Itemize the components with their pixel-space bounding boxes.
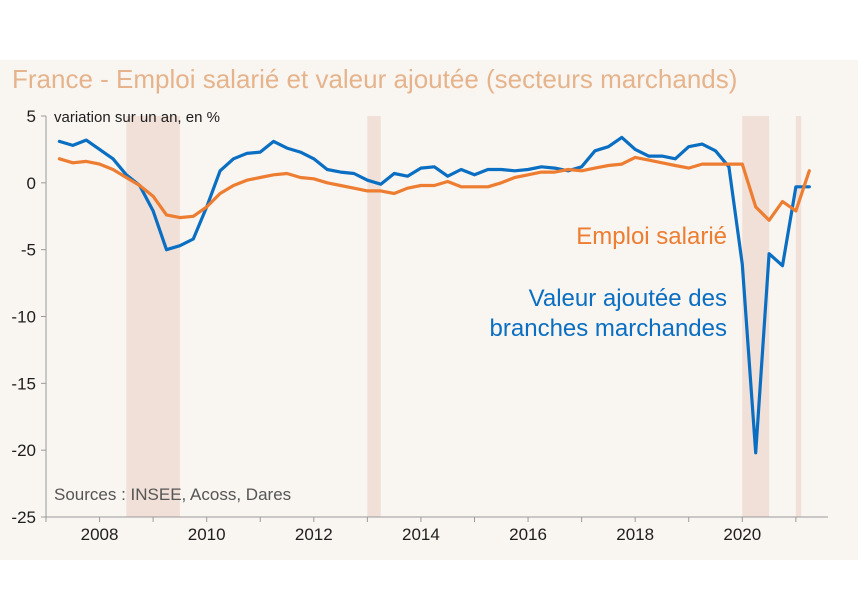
- x-tick-label: 2008: [81, 525, 119, 544]
- y-tick-label: -15: [11, 374, 36, 393]
- x-tick-label: 2018: [616, 525, 654, 544]
- recession-band-2: [367, 116, 381, 517]
- y-axis-unit-label: variation sur un an, en %: [54, 109, 220, 126]
- x-tick-label: 2012: [295, 525, 333, 544]
- y-tick-label: -25: [11, 508, 36, 527]
- series-line-valeur-ajoutee: [57, 135, 811, 455]
- y-tick-label: 5: [27, 107, 36, 126]
- axes: 5 0 -5 -10 -15 -20 -25 2008 2010 2012 2014 2016 2018…: [11, 107, 828, 544]
- series-labels: Emploi salarié Valeur ajoutée des branches…: [490, 223, 727, 342]
- x-tick-label: 2014: [402, 525, 440, 544]
- series-label-line: Valeur ajoutée des: [529, 285, 727, 312]
- series-label-line: branches marchandes: [490, 315, 727, 342]
- y-tick-label: -20: [11, 441, 36, 460]
- recession-band-1: [126, 116, 180, 517]
- series-label-valeur-ajoutee: Valeur ajoutée des branches marchandes: [490, 285, 727, 342]
- chart-title: France - Emploi salarié et valeur ajouté…: [12, 64, 737, 94]
- series-line-emploi: [57, 155, 811, 222]
- source-note: Sources : INSEE, Acoss, Dares: [54, 485, 291, 504]
- y-tick-label: -5: [21, 241, 36, 260]
- series-label-emploi: Emploi salarié: [576, 223, 727, 250]
- series-lines: [57, 135, 811, 455]
- x-tick-label: 2020: [723, 525, 761, 544]
- x-tick-label: 2010: [188, 525, 226, 544]
- series-label-line: Emploi salarié: [576, 223, 727, 250]
- recession-band-4: [795, 116, 802, 517]
- y-tick-label: -10: [11, 308, 36, 327]
- x-tick-label: 2016: [509, 525, 547, 544]
- y-tick-label: 0: [27, 174, 36, 193]
